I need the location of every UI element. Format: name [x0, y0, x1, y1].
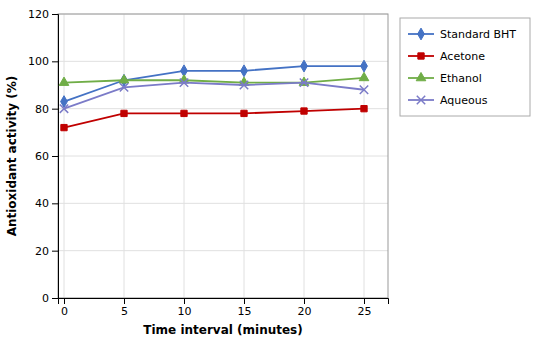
line	[64, 83, 364, 109]
tick-mark	[52, 156, 58, 157]
tick: 25	[358, 298, 372, 318]
plot-frame	[58, 14, 388, 298]
tick: 100	[28, 55, 58, 68]
x-axis: 0 5 10 15 20 25	[59, 298, 389, 318]
point	[119, 75, 129, 83]
legend-symbol	[416, 72, 426, 80]
tick-label: 0	[61, 305, 68, 318]
point	[361, 106, 367, 112]
series	[61, 106, 367, 131]
legend-frame	[400, 18, 530, 116]
axis-line	[59, 299, 389, 305]
tick-mark	[52, 298, 58, 299]
tick-label: 80	[35, 103, 49, 116]
tick-mark	[184, 298, 185, 304]
tick: 80	[35, 103, 58, 116]
marks	[59, 60, 369, 131]
legend-item: Standard BHT	[408, 28, 516, 41]
tick-mark	[364, 298, 365, 304]
tick: 60	[35, 150, 58, 163]
point	[241, 110, 247, 116]
grid-line	[58, 203, 388, 204]
tick-label: 20	[298, 305, 312, 318]
grid-line	[364, 14, 365, 298]
grid	[58, 14, 388, 298]
tick: 15	[238, 298, 252, 318]
tick-label: 40	[35, 197, 49, 210]
tick: 20	[35, 245, 58, 258]
legend-item: Aqueous	[408, 94, 488, 107]
y-axis-title: Antioxidant activity (%)	[5, 76, 19, 237]
point	[301, 60, 308, 72]
tick-mark	[244, 298, 245, 304]
legend-label: Standard BHT	[440, 28, 516, 41]
legend-label: Ethanol	[440, 72, 482, 85]
legend-label: Aqueous	[440, 94, 488, 107]
grid-line	[58, 250, 388, 251]
series	[60, 78, 368, 112]
tick-label: 25	[358, 305, 372, 318]
legend-label: Acetone	[440, 50, 485, 63]
point	[359, 72, 369, 80]
axis-line	[52, 15, 59, 299]
point	[61, 124, 67, 130]
tick: 0	[61, 298, 68, 318]
grid-line	[58, 61, 388, 62]
point	[60, 104, 68, 112]
tick-mark	[304, 298, 305, 304]
tick: 5	[121, 298, 128, 318]
grid-line	[64, 14, 65, 298]
point	[300, 78, 308, 86]
point	[120, 83, 128, 91]
tick-mark	[124, 298, 125, 304]
tick: 10	[178, 298, 192, 318]
point	[181, 110, 187, 116]
point	[59, 77, 69, 85]
tick: 20	[298, 298, 312, 318]
grid-line	[184, 14, 185, 298]
tick-label: 60	[35, 150, 49, 163]
legend-item: Ethanol	[408, 72, 482, 85]
tick-label: 120	[28, 8, 49, 21]
legend-symbol	[418, 28, 425, 40]
point	[241, 65, 248, 77]
tick-label: 0	[42, 292, 49, 305]
legend-item: Acetone	[408, 50, 485, 63]
grid-line	[304, 14, 305, 298]
point	[361, 60, 368, 72]
chart: 0 5 10 15 20 25 0 20 40 60 80 100 120 Time interval (…	[0, 0, 538, 344]
legend-symbol	[417, 96, 425, 104]
tick-label: 20	[35, 245, 49, 258]
tick-mark	[52, 251, 58, 252]
plot: 0 5 10 15 20 25 0 20 40 60 80 100 120	[28, 8, 389, 318]
line	[64, 78, 364, 83]
tick-mark	[52, 61, 58, 62]
tick-mark	[52, 203, 58, 204]
tick-label: 10	[178, 305, 192, 318]
legend: Standard BHT Acetone Ethanol Aqueous	[400, 18, 530, 116]
grid-line	[124, 14, 125, 298]
tick-mark	[52, 14, 58, 15]
point	[360, 86, 368, 94]
line	[64, 109, 364, 128]
point	[121, 110, 127, 116]
grid-line	[244, 14, 245, 298]
point	[240, 81, 248, 89]
tick: 0	[42, 292, 58, 305]
point	[180, 78, 188, 86]
tick: 120	[28, 8, 58, 21]
x-axis-title: Time interval (minutes)	[143, 323, 302, 337]
legend-symbol	[418, 53, 424, 59]
point	[301, 108, 307, 114]
tick-mark	[64, 298, 65, 304]
grid-line	[58, 156, 388, 157]
y-axis: 0 20 40 60 80 100 120	[28, 8, 59, 305]
tick-label: 100	[28, 55, 49, 68]
tick: 40	[35, 197, 58, 210]
tick-label: 15	[238, 305, 252, 318]
tick-label: 5	[121, 305, 128, 318]
tick-mark	[52, 109, 58, 110]
